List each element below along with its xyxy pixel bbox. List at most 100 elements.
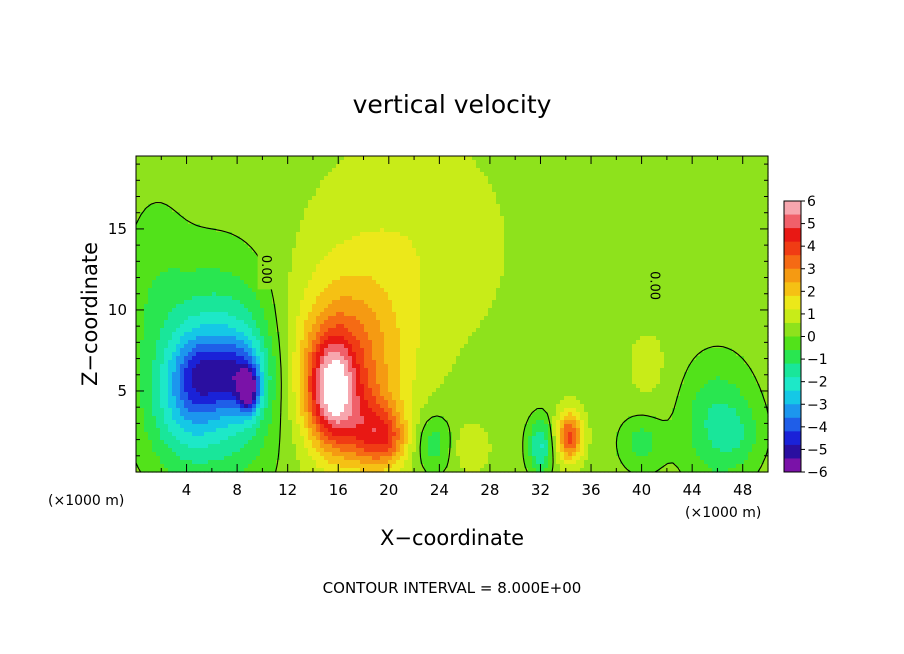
field-cell xyxy=(412,244,417,249)
field-cell xyxy=(408,200,413,205)
field-cell xyxy=(536,200,541,205)
field-cell xyxy=(636,204,641,209)
field-cell xyxy=(460,276,465,281)
field-cell xyxy=(288,168,293,173)
field-cell xyxy=(452,212,457,217)
field-cell xyxy=(348,164,353,169)
field-cell xyxy=(344,260,349,265)
field-cell xyxy=(336,272,341,277)
field-cell xyxy=(720,212,725,217)
field-cell xyxy=(708,220,713,225)
field-cell xyxy=(732,156,737,161)
field-cell xyxy=(736,156,741,161)
field-cell xyxy=(188,236,193,241)
field-cell xyxy=(372,156,377,161)
field-cell xyxy=(508,268,513,273)
field-cell xyxy=(400,196,405,201)
field-cell xyxy=(716,256,721,261)
field-cell xyxy=(760,228,765,233)
field-cell xyxy=(152,248,157,253)
field-cell xyxy=(424,184,429,189)
field-cell xyxy=(272,240,277,245)
field-cell xyxy=(492,276,497,281)
field-cell xyxy=(536,240,541,245)
field-cell xyxy=(220,216,225,221)
field-cell xyxy=(680,272,685,277)
field-cell xyxy=(344,220,349,225)
field-cell xyxy=(444,208,449,213)
field-cell xyxy=(696,240,701,245)
field-cell xyxy=(540,248,545,253)
field-cell xyxy=(696,276,701,281)
field-cell xyxy=(140,268,145,273)
field-cell xyxy=(492,244,497,249)
field-cell xyxy=(748,236,753,241)
field-cell xyxy=(744,208,749,213)
field-cell xyxy=(476,160,481,165)
field-cell xyxy=(620,160,625,165)
field-cell xyxy=(736,224,741,229)
field-cell xyxy=(160,236,165,241)
field-cell xyxy=(488,232,493,237)
field-cell xyxy=(712,236,717,241)
field-cell xyxy=(216,236,221,241)
field-cell xyxy=(464,208,469,213)
field-cell xyxy=(152,160,157,165)
field-cell xyxy=(548,172,553,177)
field-cell xyxy=(652,196,657,201)
field-cell xyxy=(656,208,661,213)
field-cell xyxy=(480,252,485,257)
field-cell xyxy=(284,204,289,209)
field-cell xyxy=(376,212,381,217)
field-cell xyxy=(368,276,373,281)
field-cell xyxy=(640,176,645,181)
field-cell xyxy=(528,192,533,197)
field-cell xyxy=(712,192,717,197)
field-cell xyxy=(324,228,329,233)
field-cell xyxy=(624,252,629,257)
field-cell xyxy=(432,168,437,173)
field-cell xyxy=(516,236,521,241)
field-cell xyxy=(544,232,549,237)
field-cell xyxy=(412,164,417,169)
field-cell xyxy=(284,184,289,189)
field-cell xyxy=(736,176,741,181)
field-cell xyxy=(192,200,197,205)
field-cell xyxy=(364,164,369,169)
field-cell xyxy=(140,260,145,265)
field-cell xyxy=(456,164,461,169)
field-cell xyxy=(748,224,753,229)
field-cell xyxy=(716,192,721,197)
field-cell xyxy=(496,240,501,245)
field-cell xyxy=(184,220,189,225)
field-cell xyxy=(400,264,405,269)
field-cell xyxy=(336,276,341,281)
field-cell xyxy=(484,204,489,209)
field-cell xyxy=(504,244,509,249)
field-cell xyxy=(736,216,741,221)
field-cell xyxy=(188,164,193,169)
field-cell xyxy=(544,264,549,269)
field-cell xyxy=(476,232,481,237)
field-cell xyxy=(400,244,405,249)
field-cell xyxy=(476,156,481,161)
field-cell xyxy=(540,240,545,245)
field-cell xyxy=(212,276,217,281)
field-cell xyxy=(176,204,181,209)
field-cell xyxy=(228,212,233,217)
field-cell xyxy=(656,172,661,177)
field-cell xyxy=(192,204,197,209)
field-cell xyxy=(308,188,313,193)
field-cell xyxy=(152,244,157,249)
field-cell xyxy=(512,252,517,257)
field-cell xyxy=(324,280,329,285)
field-cell xyxy=(276,180,281,185)
field-cell xyxy=(588,160,593,165)
field-cell xyxy=(756,160,761,165)
field-cell xyxy=(408,156,413,161)
field-cell xyxy=(684,224,689,229)
field-cell xyxy=(480,276,485,281)
field-cell xyxy=(196,208,201,213)
field-cell xyxy=(156,160,161,165)
field-cell xyxy=(728,196,733,201)
